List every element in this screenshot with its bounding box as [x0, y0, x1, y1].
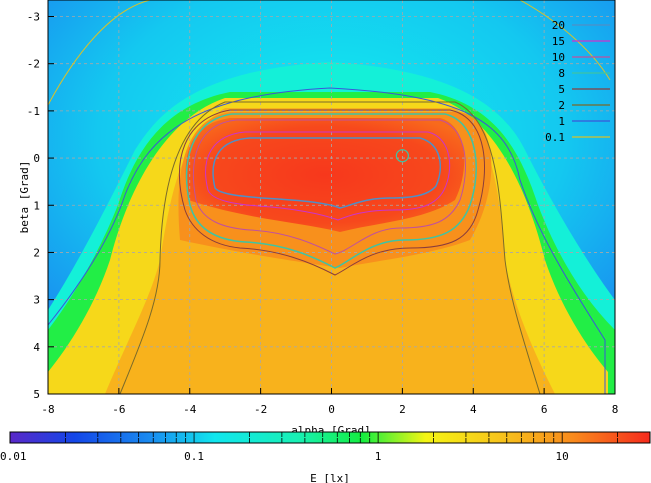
- x-tick-label: 4: [470, 403, 477, 416]
- x-tick-label: -6: [112, 403, 125, 416]
- legend-label: 5: [558, 83, 565, 96]
- y-axis-label: beta [Grad]: [18, 161, 31, 234]
- contour-legend: 20 15 10 8 5 2 1 0.1: [545, 19, 610, 144]
- legend-label: 1: [558, 115, 565, 128]
- legend-label: 20: [552, 19, 565, 32]
- y-tick-label: -1: [27, 105, 40, 118]
- y-tick-label: -3: [27, 11, 40, 24]
- contour-10: [192, 119, 466, 255]
- contour-8: [185, 113, 477, 269]
- x-axis-ticks: -8 -6 -4 -2 0 2 4 6 8: [41, 388, 618, 416]
- colorbar-tick-label: 10: [556, 450, 569, 463]
- x-tick-label: -2: [254, 403, 267, 416]
- x-tick-label: -4: [183, 403, 197, 416]
- contour-2: [119, 101, 541, 394]
- y-tick-label: 1: [33, 199, 40, 212]
- colorbar-tick-label: 1: [375, 450, 382, 463]
- y-tick-label: 4: [33, 341, 40, 354]
- colorbar-ticks: 0.01 0.1 1 10: [0, 432, 651, 463]
- y-axis-ticks: -3 -2 -1 0 1 2 3 4 5: [27, 11, 54, 401]
- contour-0.1-right: [519, 0, 611, 81]
- colorbar-tick-label: 0.1: [184, 450, 204, 463]
- y-tick-label: -2: [27, 58, 40, 71]
- contour-lines: [48, 0, 611, 394]
- legend-label: 10: [552, 51, 565, 64]
- colorbar: 0.01 0.1 1 10: [0, 431, 651, 463]
- x-tick-label: -8: [41, 403, 54, 416]
- y-tick-label: 5: [33, 388, 40, 401]
- y-tick-label: 2: [33, 246, 40, 259]
- x-tick-label: 6: [541, 403, 548, 416]
- x-tick-label: 8: [612, 403, 619, 416]
- y-tick-label: 3: [33, 294, 40, 307]
- legend-label: 0.1: [545, 131, 565, 144]
- heatmap-field: [48, 0, 615, 394]
- contour-peak-marker: [395, 149, 409, 163]
- colorbar-label: E [lx]: [310, 472, 350, 483]
- contour-20: [212, 137, 442, 209]
- legend-label: 2: [558, 99, 565, 112]
- contour-15: [205, 131, 451, 221]
- x-tick-label: 0: [328, 403, 335, 416]
- colorbar-tick-label: 0.01: [0, 450, 27, 463]
- contour-0.1: [48, 0, 151, 106]
- legend-label: 8: [558, 67, 565, 80]
- legend-label: 15: [552, 35, 565, 48]
- y-tick-label: 0: [33, 152, 40, 165]
- contour-5: [178, 109, 486, 276]
- contour-1: [48, 87, 606, 394]
- x-tick-label: 2: [399, 403, 406, 416]
